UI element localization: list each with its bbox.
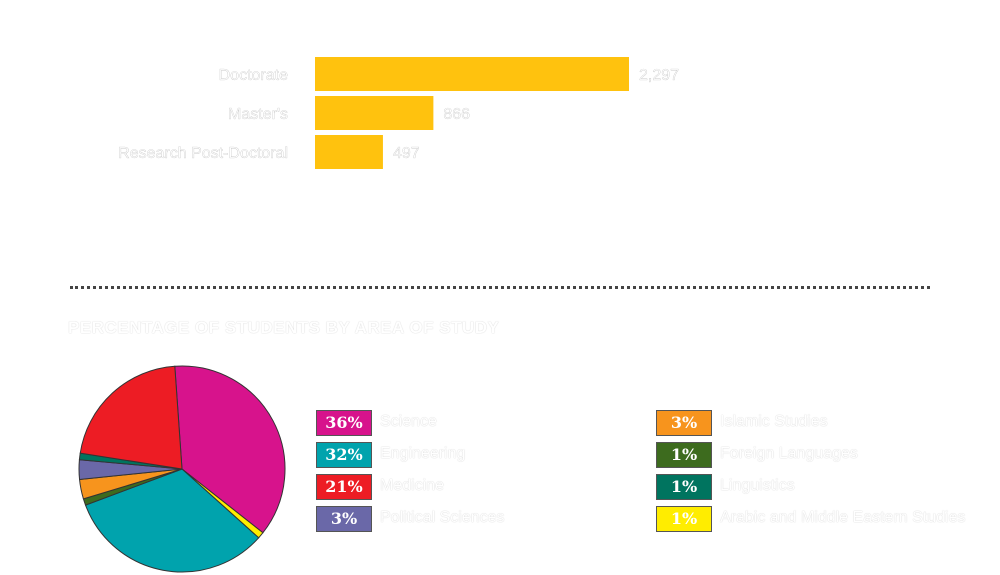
bar-doctorate [315,57,629,91]
legend-percent-badge: 1% [656,474,712,500]
bar-chart: Doctorate 2,297 Master's 866 Research Post-D… [0,0,1000,240]
pie-chart-title: PERCENTAGE OF STUDENTS BY AREA OF STUDY [68,318,500,337]
pie-slice-medicine [79,365,183,470]
bar-category-label: Master's [228,106,288,123]
legend-percent-badge: 1% [656,442,712,468]
legend-percent-badge: 1% [656,506,712,532]
legend-percent-badge: 3% [316,506,372,532]
legend-percent-badge: 3% [656,410,712,436]
pie-slice-science [174,365,286,534]
section-divider [70,286,930,289]
legend-label: Medicine [380,477,445,494]
legend-label: Linguistics [720,477,795,494]
legend-label: Foreign Languages [720,445,858,462]
bar-research-post-doctoral [315,135,383,169]
legend-label: Science [380,413,437,430]
legend-label: Islamic Studies [720,413,828,430]
pie-slice-engineering [84,468,260,573]
pie-chart [78,365,286,573]
legend-label: Political Sciences [380,509,505,526]
bar-value-label: 2,297 [639,67,679,84]
bar-master-s [315,96,434,130]
legend-percent-badge: 21% [316,474,372,500]
bar-value-label: 866 [443,106,470,123]
legend-percent-badge: 32% [316,442,372,468]
bar-category-label: Doctorate [219,67,288,84]
legend-percent-badge: 36% [316,410,372,436]
legend-label: Engineering [380,445,466,462]
bar-category-label: Research Post-Doctoral [118,145,288,162]
bar-value-label: 497 [393,145,420,162]
bar-chart-svg: Doctorate 2,297 Master's 866 Research Post-D… [118,57,679,169]
legend-label: Arabic and Middle Eastern Studies [720,509,966,526]
